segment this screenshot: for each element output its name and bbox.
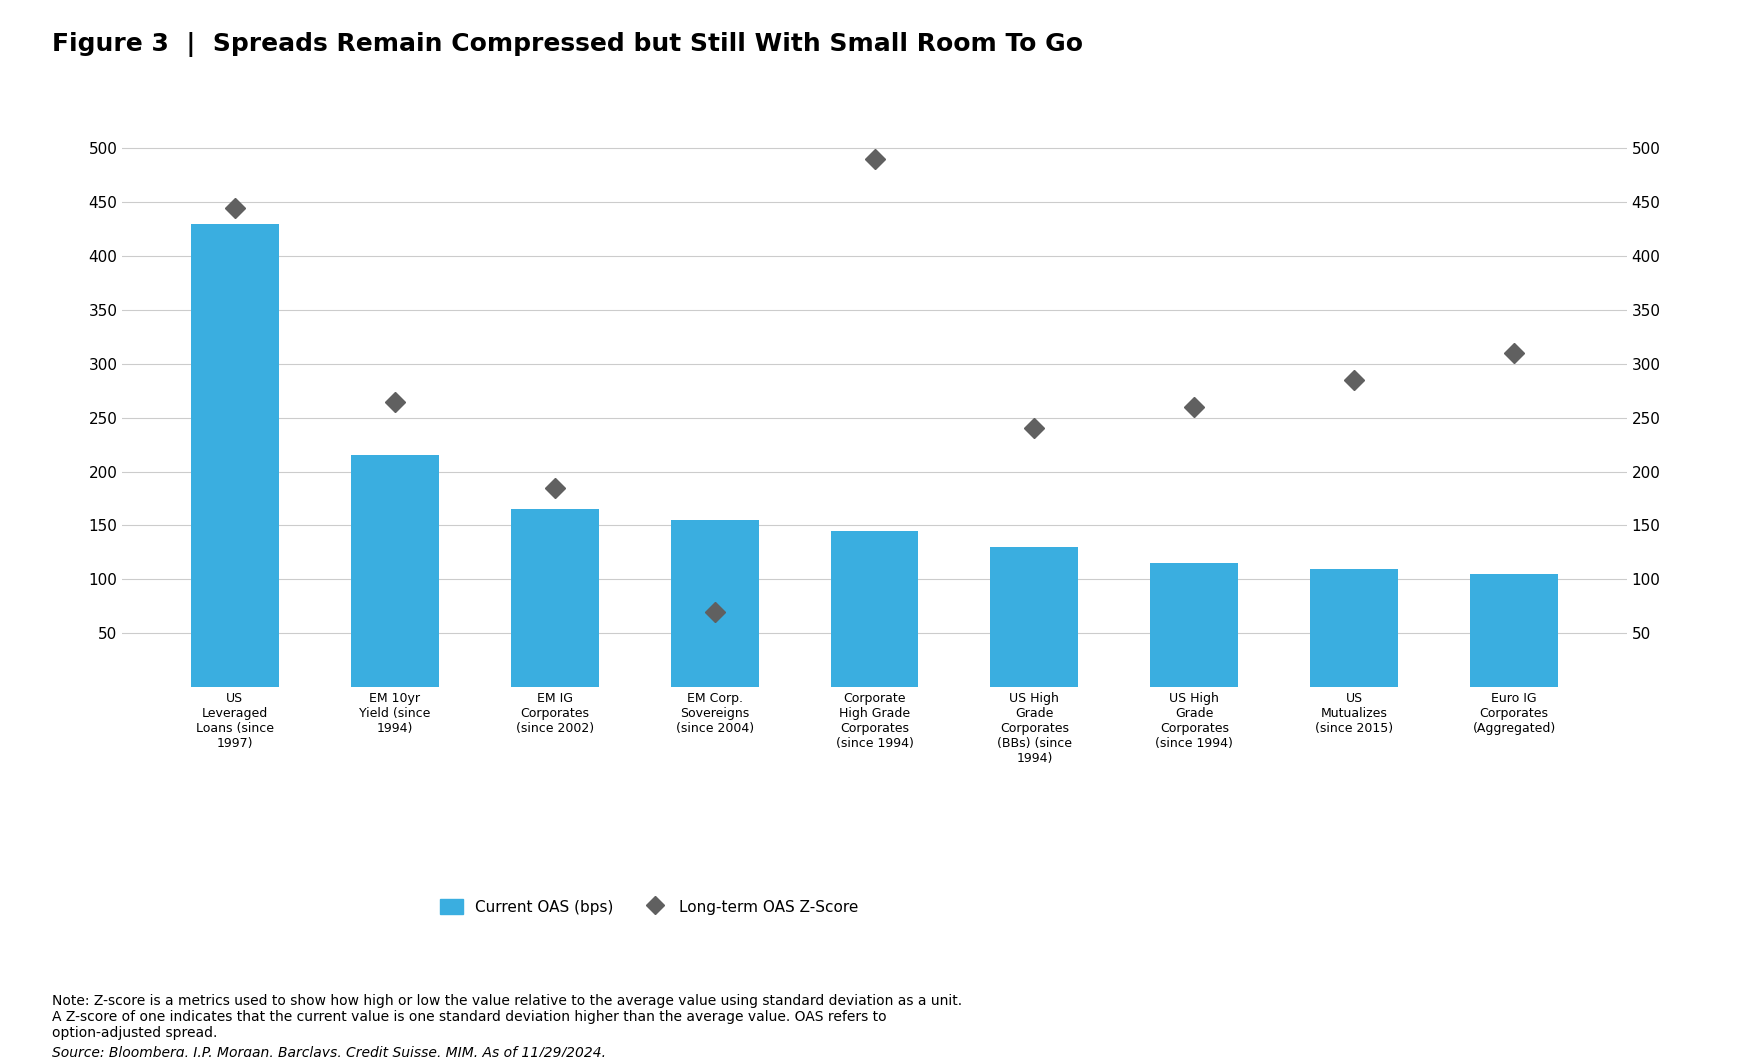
Legend: Current OAS (bps), Long-term OAS Z-Score: Current OAS (bps), Long-term OAS Z-Score bbox=[439, 898, 858, 914]
Bar bbox=[191, 224, 278, 687]
Bar bbox=[1150, 563, 1238, 687]
Text: Source: Bloomberg, J.P. Morgan, Barclays, Credit Suisse, MIM. As of 11/29/2024.: Source: Bloomberg, J.P. Morgan, Barclays… bbox=[52, 1046, 607, 1057]
Bar bbox=[1470, 574, 1557, 687]
Bar bbox=[351, 456, 439, 687]
Text: Note: Z-score is a metrics used to show how high or low the value relative to th: Note: Z-score is a metrics used to show … bbox=[52, 994, 961, 1040]
Bar bbox=[510, 509, 598, 687]
Text: Figure 3  |  Spreads Remain Compressed but Still With Small Room To Go: Figure 3 | Spreads Remain Compressed but… bbox=[52, 32, 1082, 57]
Bar bbox=[1309, 569, 1397, 687]
Bar bbox=[989, 548, 1079, 687]
Bar bbox=[669, 520, 759, 687]
Bar bbox=[830, 531, 918, 687]
